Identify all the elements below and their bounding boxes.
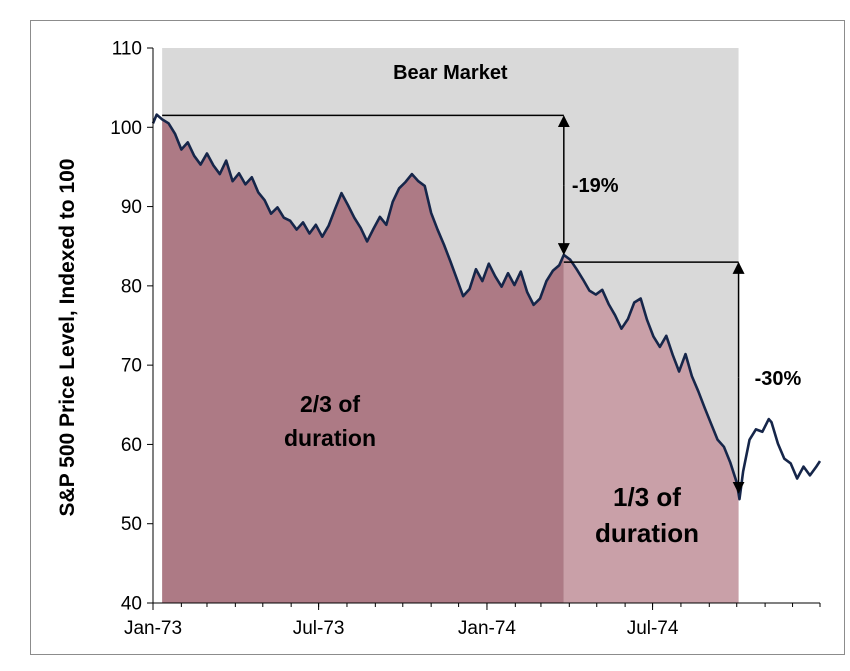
x-tick-label: Jan-74 — [458, 618, 517, 639]
y-tick-label: 80 — [121, 276, 142, 297]
duration-label-1-line-2: duration — [284, 425, 376, 451]
change-label-2: -30% — [755, 368, 802, 390]
duration-fill-2 — [563, 254, 739, 603]
y-tick-label: 50 — [121, 514, 142, 535]
y-tick-label: 40 — [121, 594, 142, 615]
x-tick-label: Jul-74 — [627, 618, 679, 639]
annotation-layer — [162, 114, 745, 494]
y-tick-label: 100 — [110, 118, 142, 139]
y-tick-label: 60 — [121, 435, 142, 456]
sp500-series-line — [151, 113, 822, 501]
y-tick-label: 110 — [112, 39, 142, 60]
duration-label-2-line-2: duration — [595, 518, 699, 548]
duration-label-1-line-1: 2/3 of — [300, 391, 360, 417]
y-tick-label: 90 — [121, 197, 142, 218]
duration-fill-1 — [162, 119, 564, 603]
axes-layer: 40 50 60 70 80 90 100 110 Jan-73 Jul-73 Jan-74 Jul-… — [110, 39, 821, 639]
duration-label-2-line-1: 1/3 of — [613, 482, 681, 512]
duration-fill-layer — [162, 119, 739, 603]
y-axis-title: S&P 500 Price Level, Indexed to 100 — [56, 159, 79, 517]
series-line-layer — [151, 113, 822, 501]
y-tick-label: 70 — [121, 356, 142, 377]
bear-market-label: Bear Market — [393, 62, 508, 84]
label-layer: Bear Market 2/3 of duration 1/3 of duration S… — [56, 62, 801, 548]
x-tick-label: Jan-73 — [124, 618, 182, 639]
x-tick-label: Jul-73 — [293, 618, 345, 639]
change-label-1: -19% — [572, 175, 619, 197]
